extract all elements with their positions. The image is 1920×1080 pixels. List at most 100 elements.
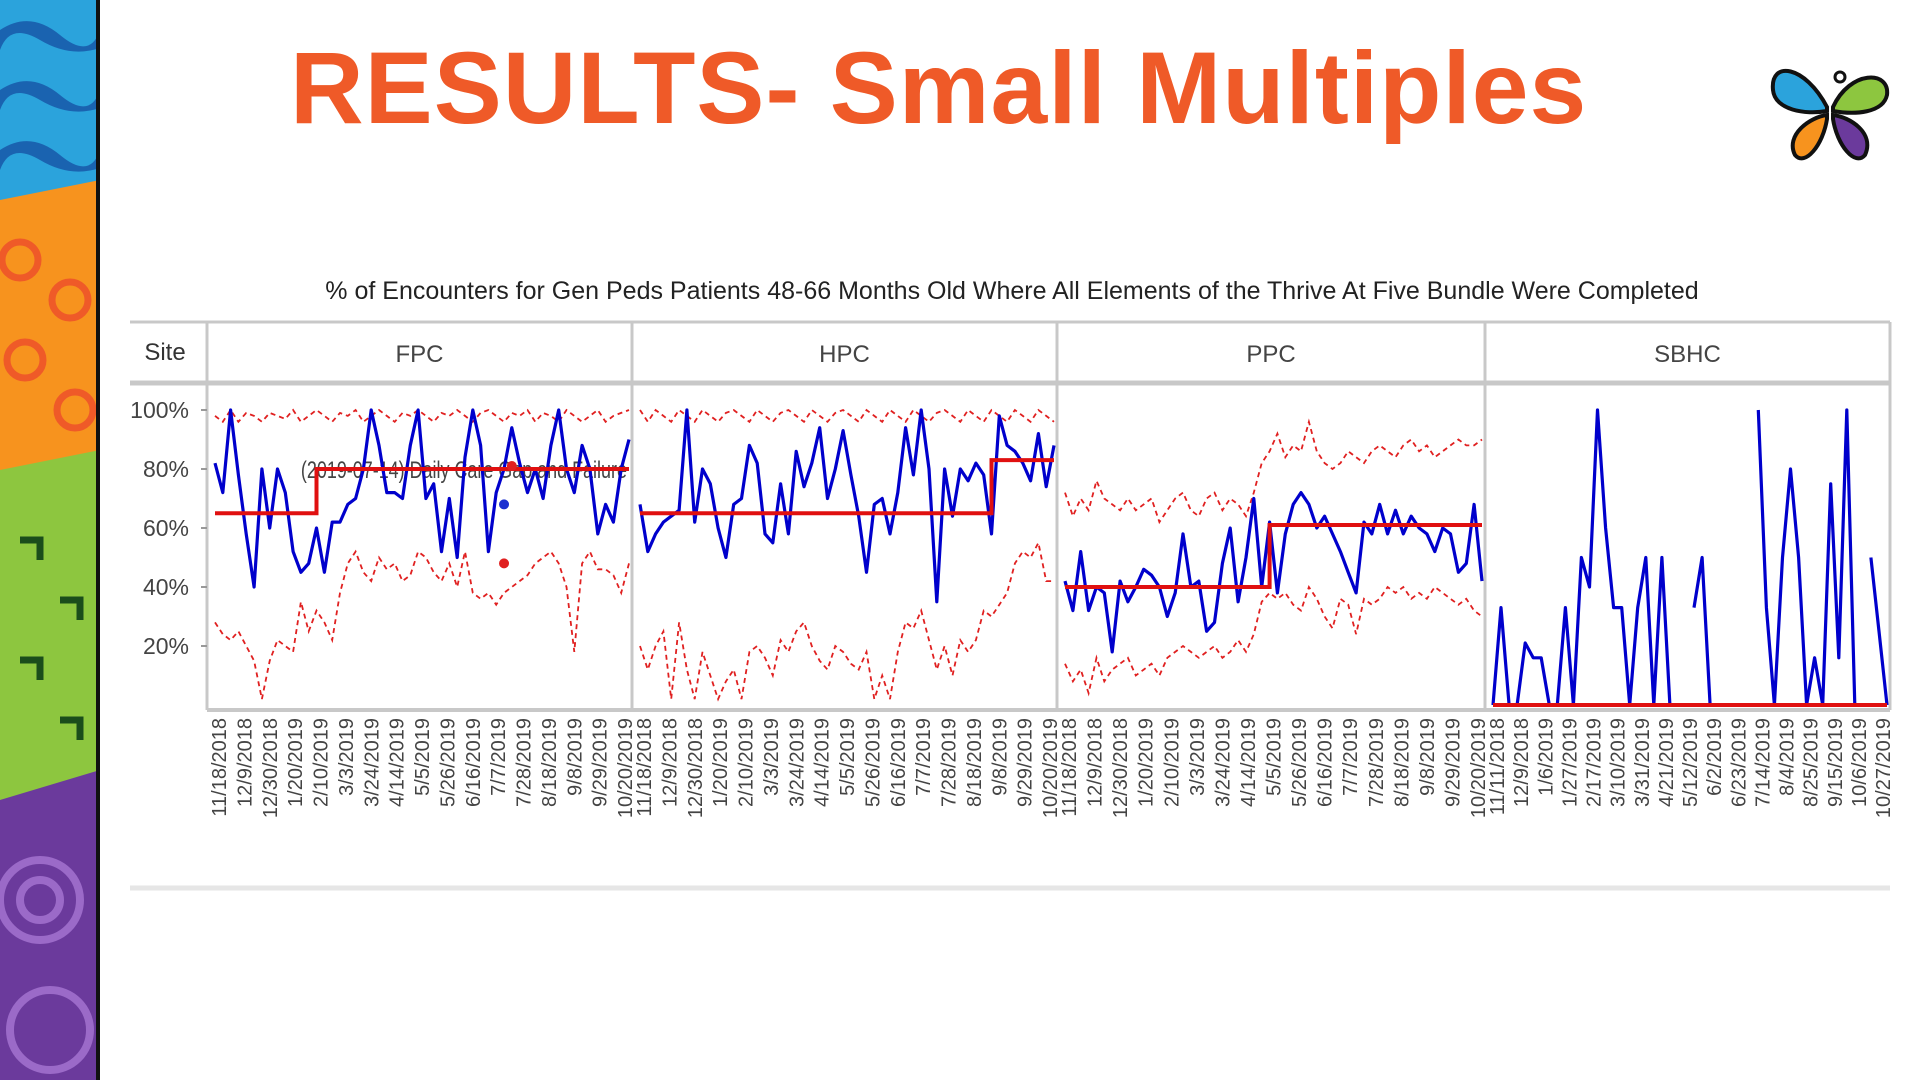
highlight-point <box>506 461 517 472</box>
y-tick-label: 80% <box>143 456 189 482</box>
y-tick-label: 40% <box>143 574 189 600</box>
x-tick-label: 12/30/2018 <box>685 718 707 818</box>
x-tick-label: 9/8/2019 <box>1417 718 1439 796</box>
x-tick-label: 11/18/2018 <box>209 718 231 817</box>
x-tick-label: 10/20/2019 <box>1040 718 1062 818</box>
y-tick-label: 20% <box>143 633 189 659</box>
x-tick-label: 12/9/2018 <box>1511 718 1533 807</box>
x-tick-label: 3/24/2019 <box>1212 718 1234 807</box>
panel-header: SBHC <box>1654 341 1721 368</box>
x-tick-label: 4/14/2019 <box>1238 718 1260 807</box>
x-tick-label: 4/14/2019 <box>387 718 409 807</box>
x-tick-label: 1/20/2019 <box>710 718 732 807</box>
x-tick-label: 11/18/2018 <box>1059 718 1081 817</box>
series-line <box>213 408 631 589</box>
x-tick-label: 12/30/2018 <box>1110 718 1132 818</box>
highlight-point <box>499 558 510 569</box>
lower-control-limit <box>214 549 630 700</box>
x-tick-label: 8/18/2019 <box>1391 718 1413 807</box>
x-tick-label: 5/5/2019 <box>837 718 859 796</box>
x-tick-label: 9/15/2019 <box>1825 718 1847 807</box>
x-tick-label: 9/29/2019 <box>1442 718 1464 807</box>
x-tick-label: 6/23/2019 <box>1728 718 1750 807</box>
x-tick-label: 10/27/2019 <box>1873 718 1895 818</box>
center-line <box>1065 523 1482 589</box>
x-tick-label: 12/9/2018 <box>234 718 256 807</box>
panel-header: HPC <box>819 341 870 368</box>
x-tick-label: 6/2/2019 <box>1704 718 1726 796</box>
x-tick-label: 1/6/2019 <box>1535 718 1557 796</box>
x-tick-label: 7/28/2019 <box>1366 718 1388 807</box>
site-row-label: Site <box>144 339 185 366</box>
panel-hpc: HPC 11/18/2018 12/9/2018 12/30/2018 1/20/201… <box>634 341 1062 818</box>
x-tick-label: 6/16/2019 <box>463 718 485 807</box>
panel-fpc: FPC(2019-07-14) Daily Care Gap and Failu… <box>209 341 637 818</box>
x-tick-label: 3/3/2019 <box>336 718 358 796</box>
highlight-point <box>499 499 510 510</box>
center-line <box>640 458 1054 516</box>
x-tick-label: 12/9/2018 <box>1085 718 1107 807</box>
y-axis: 100% 80% 60% 40% 20% <box>130 397 207 659</box>
x-tick-label: 2/10/2019 <box>736 718 758 807</box>
x-tick-label: 4/14/2019 <box>812 718 834 807</box>
x-tick-label: 8/18/2019 <box>964 718 986 807</box>
y-tick-label: 100% <box>130 397 189 423</box>
x-tick-label: 7/7/2019 <box>913 718 935 796</box>
series-line <box>1491 408 1889 707</box>
x-tick-label: 9/29/2019 <box>1015 718 1037 807</box>
upper-control-limit <box>214 408 630 424</box>
upper-control-limit <box>1064 418 1483 525</box>
x-tick-label: 5/12/2019 <box>1680 718 1702 807</box>
lower-control-limit <box>1064 584 1483 697</box>
x-tick-label: 3/24/2019 <box>361 718 383 807</box>
lower-control-limit <box>639 540 1054 702</box>
x-tick-label: 4/21/2019 <box>1656 718 1678 807</box>
x-tick-label: 7/7/2019 <box>1340 718 1362 796</box>
x-tick-label: 8/25/2019 <box>1801 718 1823 807</box>
x-tick-label: 12/30/2018 <box>260 718 282 818</box>
series-line <box>1063 491 1484 654</box>
x-tick-label: 9/8/2019 <box>564 718 586 796</box>
x-tick-label: 6/16/2019 <box>1315 718 1337 807</box>
slide-title: RESULTS- Small Multiples <box>290 31 1588 145</box>
x-tick-label: 9/29/2019 <box>590 718 612 807</box>
chart-title: % of Encounters for Gen Peds Patients 48… <box>325 277 1698 305</box>
x-tick-label: 1/27/2019 <box>1559 718 1581 807</box>
upper-control-limit <box>639 408 1055 424</box>
x-tick-label: 8/18/2019 <box>539 718 561 807</box>
x-tick-label: 10/20/2019 <box>1468 718 1490 818</box>
panel-header: PPC <box>1246 341 1295 368</box>
series-line <box>638 408 1056 604</box>
x-tick-label: 1/20/2019 <box>1136 718 1158 807</box>
x-tick-label: 5/26/2019 <box>1289 718 1311 807</box>
x-tick-label: 12/9/2018 <box>659 718 681 807</box>
x-tick-label: 6/16/2019 <box>888 718 910 807</box>
center-line <box>215 467 629 516</box>
x-tick-label: 11/11/2018 <box>1487 718 1509 815</box>
x-tick-label: 3/3/2019 <box>761 718 783 796</box>
chart-frame <box>130 320 1892 891</box>
x-tick-label: 2/17/2019 <box>1584 718 1606 807</box>
panel-ppc: PPC 11/18/2018 12/9/2018 12/30/2018 1/20/201… <box>1059 341 1490 818</box>
x-tick-label: 9/8/2019 <box>989 718 1011 796</box>
x-tick-label: 11/18/2018 <box>634 718 656 817</box>
x-tick-label: 5/5/2019 <box>1264 718 1286 796</box>
x-tick-label: 7/28/2019 <box>939 718 961 807</box>
x-tick-label: 10/6/2019 <box>1849 718 1871 807</box>
x-tick-label: 7/14/2019 <box>1752 718 1774 807</box>
x-tick-label: 5/26/2019 <box>862 718 884 807</box>
x-tick-label: 5/5/2019 <box>412 718 434 796</box>
x-tick-label: 3/10/2019 <box>1608 718 1630 807</box>
x-tick-label: 3/31/2019 <box>1632 718 1654 807</box>
x-tick-label: 1/20/2019 <box>285 718 307 807</box>
x-tick-label: 8/4/2019 <box>1777 718 1799 796</box>
panel-header: FPC <box>396 341 444 368</box>
x-tick-label: 2/10/2019 <box>1161 718 1183 807</box>
x-tick-label: 2/10/2019 <box>311 718 333 807</box>
chart-panels: FPC(2019-07-14) Daily Care Gap and Failu… <box>209 341 1895 818</box>
x-tick-label: 10/20/2019 <box>615 718 637 818</box>
decorative-side-border <box>0 0 100 1080</box>
x-tick-label: 3/3/2019 <box>1187 718 1209 796</box>
x-tick-label: 7/28/2019 <box>514 718 536 807</box>
